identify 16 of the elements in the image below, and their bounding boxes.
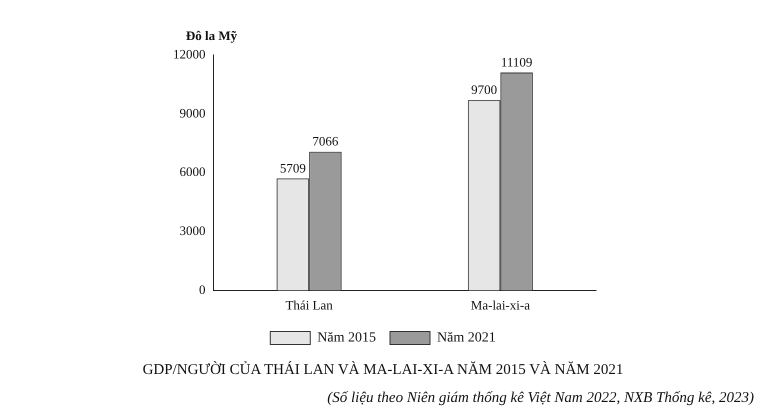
- x-tick-label: Thái Lan: [285, 298, 334, 313]
- text: GDP/NGƯỜI CỦA THÁI LAN VÀ MA-LAI-XI-A NĂM 2015 VÀ NĂM 2021: [142, 362, 624, 379]
- data-label: 11109: [500, 54, 532, 70]
- y-tick-label: 3000: [180, 222, 206, 238]
- x-tick-label: Ma-lai-xi-a: [470, 298, 530, 313]
- y-tick-label: 9000: [180, 105, 206, 120]
- y-tick-label: 12000: [173, 46, 206, 62]
- text: (Số liệu theo Niên giám thống kê Việt Nam 2022, NXB Thống kê, 2023): [327, 390, 754, 407]
- legend-label: Năm 2021: [437, 330, 496, 346]
- y-tick-label: 0: [199, 282, 206, 297]
- data-label: 5709: [280, 160, 306, 176]
- data-label: 9700: [471, 82, 498, 98]
- legend-label: Năm 2015: [317, 330, 376, 346]
- y-tick-label: 6000: [180, 164, 206, 180]
- y-axis-title: Đô la Mỹ: [186, 28, 238, 43]
- data-label: 7066: [312, 134, 339, 149]
